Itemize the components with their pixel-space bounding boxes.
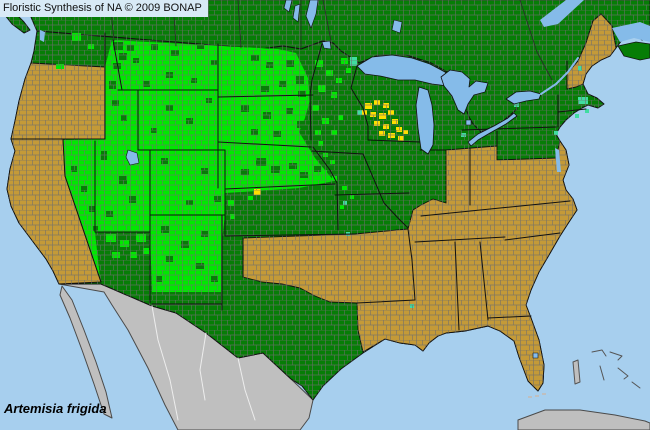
island-andros bbox=[572, 359, 581, 385]
florida-keys-group bbox=[528, 393, 546, 398]
state-border bbox=[362, 153, 409, 229]
islands-bahamas bbox=[617, 367, 629, 380]
state-border bbox=[367, 139, 421, 143]
lake-nipigon bbox=[391, 19, 403, 34]
lake-ontario bbox=[505, 90, 542, 105]
lake-erie bbox=[467, 112, 518, 147]
state-border bbox=[217, 141, 312, 148]
state-border bbox=[311, 150, 364, 155]
lake-of-the-woods bbox=[321, 40, 332, 50]
state-border bbox=[557, 108, 587, 113]
mexico-state-line bbox=[237, 357, 256, 421]
state-border bbox=[217, 94, 314, 98]
lake-st-clair bbox=[465, 119, 472, 126]
state-border bbox=[499, 200, 571, 209]
state-border bbox=[312, 146, 338, 184]
state-border bbox=[420, 207, 501, 217]
chesapeake-bay bbox=[555, 148, 561, 172]
islands-bahamas bbox=[631, 381, 641, 389]
state-border bbox=[309, 43, 323, 96]
lake-manitoba bbox=[292, 3, 301, 23]
lake-winnipegosis bbox=[283, 0, 293, 13]
florida-keys bbox=[535, 395, 539, 397]
state-border bbox=[504, 232, 561, 241]
florida-keys bbox=[528, 396, 532, 398]
state-border bbox=[479, 241, 489, 321]
state-border bbox=[407, 228, 416, 301]
lake-okeechobee bbox=[532, 352, 539, 359]
lake-winnipeg bbox=[305, 0, 319, 29]
state-border bbox=[414, 236, 506, 243]
puget-sound bbox=[40, 30, 45, 42]
state-border bbox=[112, 39, 123, 91]
st-lawrence-estuary bbox=[540, 0, 584, 27]
species-name-label: Artemisia frigida bbox=[4, 401, 107, 416]
province-border bbox=[519, 0, 553, 81]
region-baja bbox=[59, 285, 113, 419]
state-border bbox=[461, 126, 557, 131]
islands-bahamas bbox=[591, 349, 607, 357]
adventive-county-square bbox=[585, 109, 589, 113]
province-border bbox=[237, 0, 242, 49]
state-border bbox=[334, 192, 410, 196]
map-title: Floristic Synthesis of NA © 2009 BONAP bbox=[0, 0, 208, 17]
state-border bbox=[224, 183, 336, 190]
great-salt-lake bbox=[125, 149, 140, 166]
florida-keys bbox=[542, 393, 546, 395]
state-border bbox=[350, 65, 369, 141]
gulf-of-st-lawrence bbox=[612, 22, 650, 42]
state-border bbox=[336, 183, 339, 231]
lake-huron bbox=[440, 69, 489, 115]
region-cuba bbox=[517, 409, 650, 430]
lake-michigan bbox=[415, 86, 435, 155]
adventive-county-square bbox=[575, 114, 579, 118]
province-border bbox=[322, 0, 332, 42]
st-lawrence-river bbox=[540, 57, 579, 95]
state-border bbox=[487, 315, 532, 319]
mexico-state-line bbox=[151, 305, 179, 421]
mexico-state-line bbox=[199, 332, 207, 401]
islands-bahamas bbox=[609, 351, 623, 361]
state-border bbox=[309, 94, 312, 141]
state-border bbox=[62, 138, 102, 283]
islands-bahamas bbox=[599, 365, 605, 381]
state-border bbox=[224, 233, 356, 237]
region-nova-scotia bbox=[617, 41, 650, 61]
state-border bbox=[356, 299, 416, 304]
state-border bbox=[454, 241, 460, 331]
